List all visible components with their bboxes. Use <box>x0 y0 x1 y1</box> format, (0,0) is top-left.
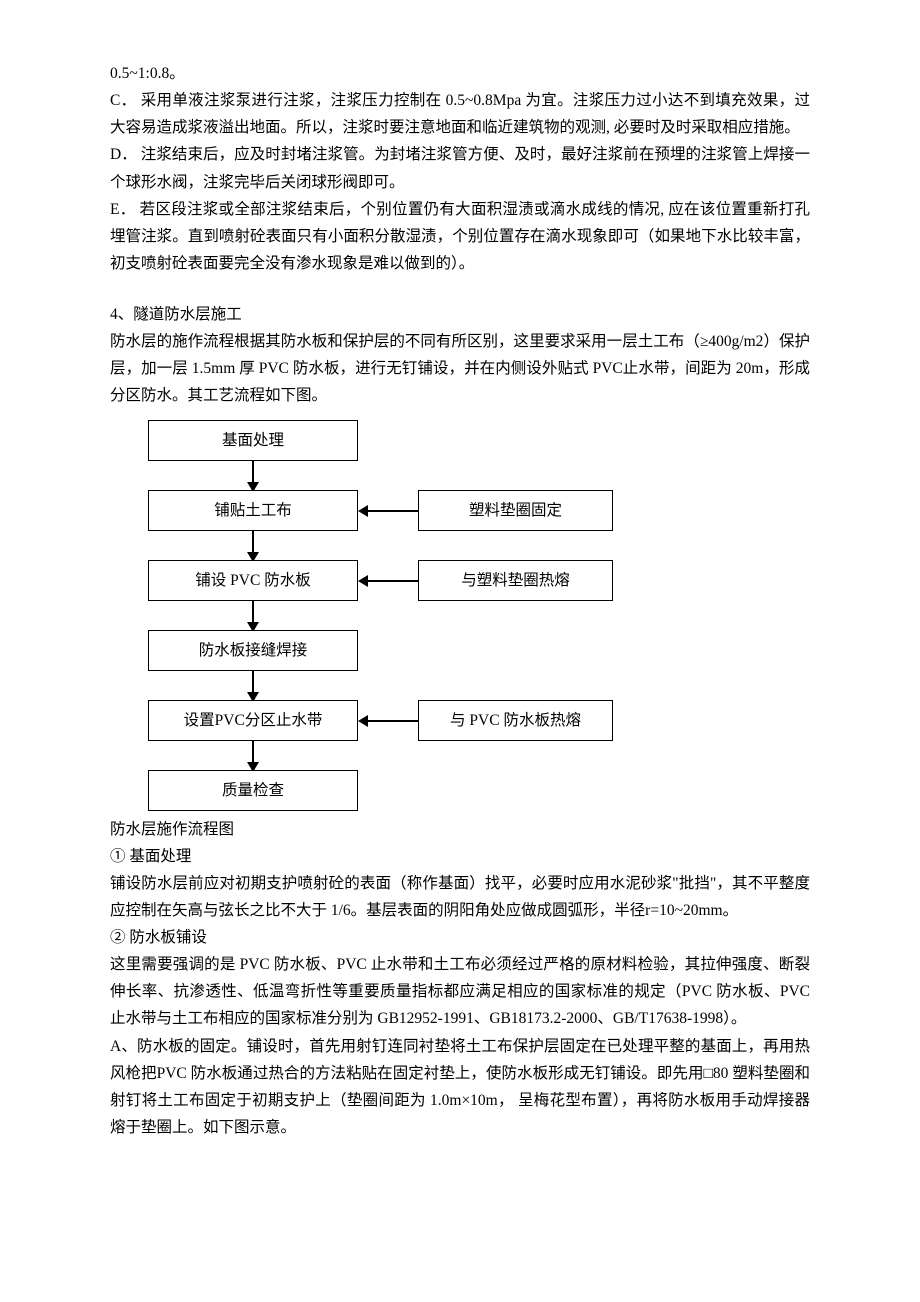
paragraph-e: E． 若区段注浆或全部注浆结束后，个别位置仍有大面积湿渍或滴水成线的情况, 应在… <box>110 196 810 277</box>
arrow-down-icon <box>148 460 358 492</box>
flowchart-caption: 防水层施作流程图 <box>110 816 810 843</box>
flow-node-seam-weld: 防水板接缝焊接 <box>148 630 358 671</box>
step-2-title: ② 防水板铺设 <box>110 924 810 951</box>
step-2-body-a: 这里需要强调的是 PVC 防水板、PVC 止水带和土工布必须经过严格的原材料检验… <box>110 951 810 1032</box>
step-1-body: 铺设防水层前应对初期支护喷射砼的表面（称作基面）找平，必要时应用水泥砂浆"批挡"… <box>110 870 810 924</box>
step-2-body-b: A、防水板的固定。铺设时，首先用射钉连同衬垫将土工布保护层固定在已处理平整的基面… <box>110 1033 810 1142</box>
flow-node-heat-fuse-pvc: 与 PVC 防水板热熔 <box>418 700 613 741</box>
arrow-left-icon <box>358 702 418 740</box>
arrow-down-icon <box>148 670 358 702</box>
arrow-left-icon <box>358 492 418 530</box>
flowchart: 基面处理 铺贴土工布 塑料垫圈固定 铺设 PVC 防水板 与塑料垫圈热熔 防水板… <box>148 422 708 810</box>
flow-node-quality-check: 质量检查 <box>148 770 358 811</box>
flow-node-plastic-washer-fix: 塑料垫圈固定 <box>418 490 613 531</box>
page: 0.5~1:0.8。 C． 采用单液注浆泵进行注浆，注浆压力控制在 0.5~0.… <box>0 0 920 1302</box>
arrow-left-icon <box>358 562 418 600</box>
flow-node-lay-pvc-board: 铺设 PVC 防水板 <box>148 560 358 601</box>
flow-node-heat-fuse-washer: 与塑料垫圈热熔 <box>418 560 613 601</box>
section-4-title: 4、隧道防水层施工 <box>110 301 810 328</box>
step-1-title: ① 基面处理 <box>110 843 810 870</box>
paragraph-d: D． 注浆结束后，应及时封堵注浆管。为封堵注浆管方便、及时，最好注浆前在预埋的注… <box>110 141 810 195</box>
arrow-down-icon <box>148 740 358 772</box>
paragraph-c: C． 采用单液注浆泵进行注浆，注浆压力控制在 0.5~0.8Mpa 为宜。注浆压… <box>110 87 810 141</box>
flow-node-set-waterstop: 设置PVC分区止水带 <box>148 700 358 741</box>
top-fragment: 0.5~1:0.8。 <box>110 60 810 87</box>
arrow-down-icon <box>148 600 358 632</box>
section-4-intro: 防水层的施作流程根据其防水板和保护层的不同有所区别，这里要求采用一层土工布（≥4… <box>110 328 810 409</box>
arrow-down-icon <box>148 530 358 562</box>
flow-node-lay-geotextile: 铺贴土工布 <box>148 490 358 531</box>
flow-node-base-treatment: 基面处理 <box>148 420 358 461</box>
